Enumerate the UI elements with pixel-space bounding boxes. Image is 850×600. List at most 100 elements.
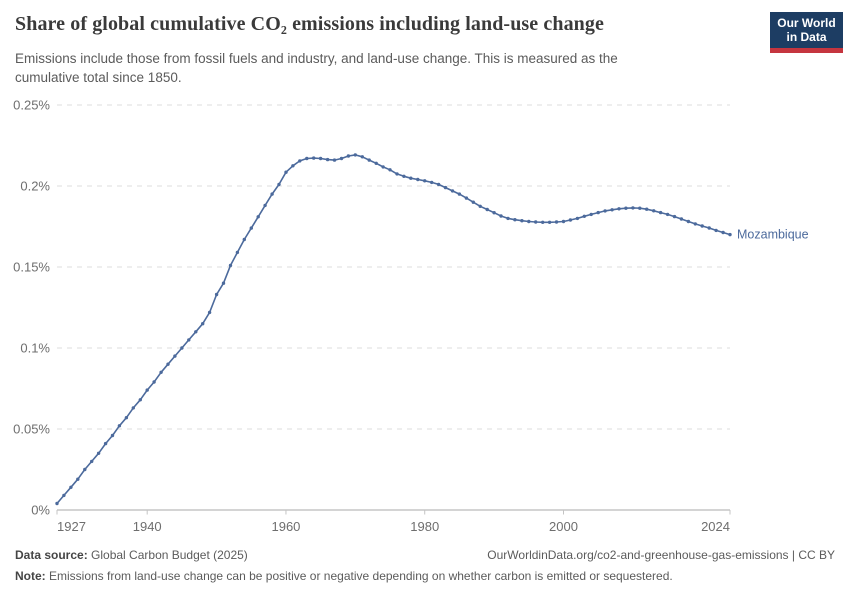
data-point[interactable] <box>346 154 351 158</box>
data-point[interactable] <box>520 219 524 223</box>
data-point[interactable] <box>652 209 656 213</box>
data-point[interactable] <box>728 232 732 237</box>
data-point[interactable] <box>166 362 170 366</box>
data-point[interactable] <box>332 158 337 162</box>
data-point[interactable] <box>485 207 489 212</box>
data-point[interactable] <box>138 398 142 402</box>
data-point[interactable] <box>721 230 725 235</box>
data-point[interactable] <box>457 192 462 196</box>
data-point[interactable] <box>478 204 482 208</box>
owid-url-link[interactable]: OurWorldinData.org/co2-and-greenhouse-ga… <box>487 548 835 562</box>
data-point[interactable] <box>693 222 697 226</box>
data-point[interactable] <box>145 388 149 392</box>
data-point[interactable] <box>214 292 219 297</box>
data-point[interactable] <box>589 212 593 217</box>
data-point[interactable] <box>312 156 316 160</box>
data-point[interactable] <box>513 218 517 222</box>
data-point[interactable] <box>318 156 323 161</box>
data-point[interactable] <box>83 467 87 472</box>
data-point[interactable] <box>117 424 122 428</box>
data-point[interactable] <box>686 219 691 224</box>
data-point[interactable] <box>298 159 302 163</box>
data-point[interactable] <box>506 216 510 221</box>
data-point[interactable] <box>270 192 274 196</box>
data-point[interactable] <box>180 346 184 350</box>
data-point[interactable] <box>305 156 309 161</box>
data-point[interactable] <box>96 451 101 455</box>
data-point[interactable] <box>554 220 559 224</box>
data-point[interactable] <box>131 406 135 410</box>
data-point[interactable] <box>561 219 566 224</box>
data-point[interactable] <box>707 226 711 230</box>
data-point[interactable] <box>256 215 260 219</box>
data-point[interactable] <box>395 172 399 176</box>
data-point[interactable] <box>90 459 94 464</box>
data-point[interactable] <box>624 206 628 210</box>
data-point[interactable] <box>69 485 73 489</box>
data-point[interactable] <box>575 216 580 221</box>
data-point[interactable] <box>658 210 663 215</box>
data-point[interactable] <box>103 441 108 446</box>
data-point[interactable] <box>201 322 205 326</box>
data-point[interactable] <box>527 219 531 224</box>
data-point[interactable] <box>679 217 684 221</box>
data-point[interactable] <box>638 206 642 210</box>
data-point[interactable] <box>402 174 406 178</box>
data-point[interactable] <box>124 416 129 420</box>
data-point[interactable] <box>339 156 344 161</box>
series-label-mozambique[interactable]: Mozambique <box>737 228 809 242</box>
data-point[interactable] <box>221 281 226 285</box>
data-point[interactable] <box>76 477 80 481</box>
data-point[interactable] <box>541 220 545 224</box>
data-point[interactable] <box>381 165 385 169</box>
data-point[interactable] <box>374 161 378 165</box>
data-point[interactable] <box>263 203 267 208</box>
data-point[interactable] <box>436 182 441 187</box>
data-point[interactable] <box>582 214 586 218</box>
data-point[interactable] <box>665 212 670 217</box>
data-point[interactable] <box>430 180 434 185</box>
data-point[interactable] <box>152 380 156 384</box>
data-point[interactable] <box>110 433 115 438</box>
data-point[interactable] <box>62 493 66 498</box>
data-point[interactable] <box>409 176 413 180</box>
data-point[interactable] <box>388 168 392 172</box>
data-point[interactable] <box>714 228 718 233</box>
data-point[interactable] <box>700 224 704 228</box>
data-point[interactable] <box>617 207 621 211</box>
data-point[interactable] <box>277 182 281 187</box>
data-point[interactable] <box>367 158 371 162</box>
data-point[interactable] <box>235 250 240 255</box>
data-point[interactable] <box>631 206 635 210</box>
data-point[interactable] <box>353 153 357 157</box>
data-point[interactable] <box>645 207 649 211</box>
data-point[interactable] <box>291 164 295 168</box>
data-point[interactable] <box>242 237 246 242</box>
data-point[interactable] <box>187 338 191 342</box>
data-point[interactable] <box>173 354 177 358</box>
data-point[interactable] <box>492 211 496 215</box>
data-point[interactable] <box>534 220 538 224</box>
data-point[interactable] <box>450 189 455 193</box>
data-point[interactable] <box>228 263 233 268</box>
data-point[interactable] <box>360 155 364 159</box>
series-line-mozambique[interactable] <box>56 154 731 505</box>
data-point[interactable] <box>159 370 163 374</box>
owid-logo[interactable]: Our World in Data <box>770 12 843 53</box>
data-point[interactable] <box>568 218 573 222</box>
data-point[interactable] <box>499 214 503 218</box>
data-point[interactable] <box>194 330 198 334</box>
data-point[interactable] <box>443 185 448 190</box>
data-point[interactable] <box>672 214 677 219</box>
data-point[interactable] <box>471 200 475 204</box>
data-point[interactable] <box>610 208 614 212</box>
data-point[interactable] <box>284 170 288 174</box>
data-point[interactable] <box>249 226 253 230</box>
data-point[interactable] <box>596 210 600 215</box>
data-point[interactable] <box>423 179 427 183</box>
data-point[interactable] <box>55 501 59 506</box>
data-point[interactable] <box>416 177 420 182</box>
data-point[interactable] <box>464 196 469 200</box>
data-point[interactable] <box>603 209 607 213</box>
